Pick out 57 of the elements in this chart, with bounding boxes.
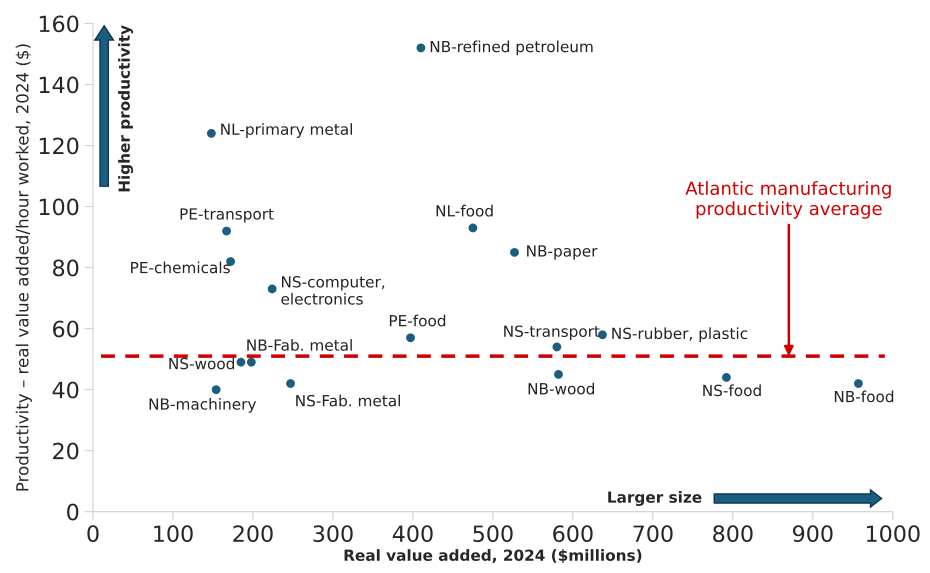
point: [416, 44, 426, 52]
point: [854, 379, 863, 388]
point: [510, 248, 519, 257]
y-tick-label: 80: [53, 260, 78, 276]
point: [236, 358, 246, 367]
point: [222, 226, 231, 236]
point: [246, 358, 256, 367]
y-tick-label: 0: [67, 504, 78, 520]
x-tick-label: 900: [793, 525, 833, 542]
point: [406, 333, 415, 342]
annotation: NS-Fab. metal: [296, 394, 400, 406]
x-tick-label: 700: [633, 525, 673, 542]
annotation: NB-wood: [528, 382, 594, 395]
x-tick-label: 300: [313, 525, 353, 542]
x-axis-title: Real value added, 2024 ($millions): [344, 549, 642, 564]
y-tick-label: 40: [52, 382, 78, 398]
y-tick-label: 60: [53, 320, 78, 338]
point: [468, 224, 478, 232]
point: [554, 370, 563, 379]
annotation: NS-transport: [504, 325, 600, 340]
point: [206, 128, 216, 138]
y-tick-label: 140: [40, 76, 78, 94]
annotation: Larger size: [608, 491, 702, 506]
annotation: PE-food: [390, 314, 446, 326]
y-tick-label: 120: [40, 137, 78, 154]
annotation: NL-food: [436, 204, 493, 217]
annotation: NL-primary metal: [221, 123, 352, 138]
annotation: NB-machinery: [150, 398, 256, 413]
annotation: Higher productivity: [118, 25, 134, 192]
point: [552, 342, 562, 352]
y-axis-title: Productivity – real value added/hour worked, 2024 ($): [16, 44, 32, 491]
ref-line-label: Atlantic manufacturing productivity average: [685, 181, 891, 219]
annotation: NS-computer, electronics: [281, 276, 384, 305]
x-tick-label: 800: [713, 525, 753, 542]
x-tick-label: 200: [233, 525, 273, 542]
annotation: NS-food: [703, 384, 761, 396]
x-tick-label: 400: [392, 525, 433, 542]
y-tick-label: 160: [40, 15, 78, 32]
annotation: NB-food: [834, 390, 894, 402]
annotation: NS-rubber, plastic: [612, 327, 748, 342]
annotation: NS-wood: [169, 358, 234, 370]
x-tick-label: 600: [553, 525, 593, 542]
x-tick-label: 0: [87, 525, 99, 542]
annotation: NB-paper: [527, 245, 598, 260]
y-tick-label: 100: [40, 198, 78, 216]
x-tick-label: 100: [154, 525, 193, 542]
annotation: PE-chemicals: [131, 261, 230, 274]
point: [268, 284, 277, 294]
point: [286, 379, 295, 388]
point: [722, 373, 731, 382]
x-tick-label: 500: [473, 525, 513, 542]
annotation: PE-transport: [180, 208, 274, 223]
x-tick-label: 1000: [866, 525, 920, 542]
y-tick-label: 20: [53, 442, 78, 460]
point: [212, 385, 221, 394]
annotation: NB-Fab. metal: [247, 339, 352, 351]
annotation: NB-refined petroleum: [430, 40, 593, 56]
